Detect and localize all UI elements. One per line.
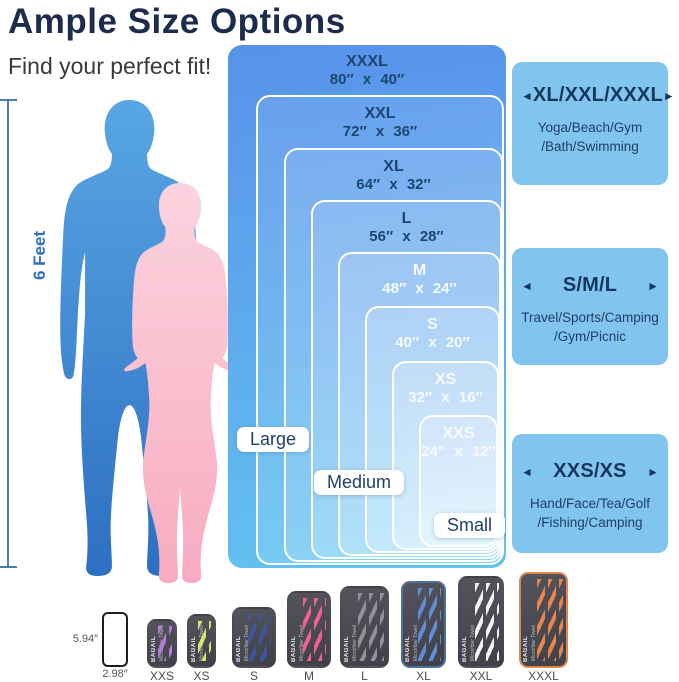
right-arrow-icon: ► — [662, 88, 675, 103]
towel-m: BAGAIL Microfiber Towel M — [287, 591, 331, 682]
page-subtitle: Find your perfect fit! — [8, 53, 212, 79]
towel-size-label: M — [304, 669, 314, 682]
card-line: /Fishing/Camping — [537, 515, 643, 530]
card-line: /Gym/Picnic — [553, 329, 626, 344]
towel-product-text: Microfiber Towel — [352, 624, 358, 661]
towel-stripes — [303, 598, 326, 661]
use-case-card-xxs-xs: ◄ XXS/XS ► Hand/Face/Tea/Golf /Fishing/C… — [512, 434, 668, 553]
towel-brand-text: BAGAIL — [523, 636, 529, 662]
size-label: XL — [383, 158, 404, 175]
card-description: Travel/Sports/Camping /Gym/Picnic — [521, 308, 659, 346]
card-title-row: ◄ S/M/L ► — [512, 274, 668, 297]
towel-size-label: S — [249, 669, 258, 682]
group-tag-small: Small — [434, 513, 506, 538]
towel-brand-text: BAGAIL — [291, 636, 297, 662]
towel-size-label: XXL — [469, 669, 493, 682]
towel-xxxl: BAGAIL Microfiber Towel XXXL — [519, 572, 568, 682]
page-title: Ample Size Options — [8, 2, 346, 41]
measure-line-bottom-cap — [0, 566, 17, 568]
towel-stripes — [537, 579, 563, 661]
size-label: XXXL — [346, 53, 388, 70]
towel-size-label: XS — [193, 669, 210, 682]
card-description: Hand/Face/Tea/Golf /Fishing/Camping — [530, 494, 650, 532]
towel-brand-text: BAGAIL — [344, 636, 350, 662]
size-label: M — [412, 262, 427, 279]
towel-brand-text: BAGAIL — [405, 636, 411, 662]
size-dims: 48″ x 24″ — [382, 280, 457, 297]
phone-width-label: 2.98″ — [102, 668, 128, 680]
group-tag-large: Large — [237, 427, 310, 452]
card-title-row: ◄ XL/XXL/XXXL ► — [512, 84, 675, 107]
card-line: Travel/Sports/Camping — [521, 310, 659, 325]
towel-size-label: XL — [416, 669, 431, 682]
towel-body: BAGAIL Microfiber Towel — [287, 591, 331, 668]
towel-stripes — [358, 593, 384, 661]
left-arrow-icon: ◄ — [521, 88, 533, 103]
towel-xxl: BAGAIL Microfiber Towel XXL — [458, 576, 504, 682]
size-dims: 80″ x 40″ — [329, 71, 405, 88]
size-dims: 40″ x 20″ — [395, 334, 470, 351]
towel-s: BAGAIL Microfiber Towel S — [232, 607, 276, 682]
use-case-card-xl-xxl-xxxl: ◄ XL/XXL/XXXL ► Yoga/Beach/Gym /Bath/Swi… — [512, 62, 675, 185]
towel-l: BAGAIL Microfiber Towel L — [340, 586, 389, 682]
woman-silhouette — [124, 183, 236, 583]
towel-size-label: XXXL — [528, 669, 559, 682]
left-arrow-icon: ◄ — [521, 464, 533, 479]
card-title-text: S/M/L — [562, 274, 618, 296]
size-dims: 56″ x 28″ — [369, 228, 444, 245]
use-case-card-s-m-l: ◄ S/M/L ► Travel/Sports/Camping /Gym/Pic… — [512, 248, 668, 365]
towel-brand-text: BAGAIL — [151, 636, 157, 662]
size-dims: 64″ x 32″ — [356, 176, 431, 193]
towel-body: BAGAIL Microfiber Towel — [147, 619, 177, 668]
height-measure-line — [7, 100, 9, 568]
towel-body: BAGAIL Microfiber Towel — [340, 586, 389, 668]
size-dims: 72″ x 36″ — [342, 123, 418, 140]
towel-product-text: Microfiber Towel — [531, 624, 537, 661]
card-title-row: ◄ XXS/XS ► — [512, 460, 668, 483]
towel-stripes — [248, 614, 271, 661]
card-description: Yoga/Beach/Gym /Bath/Swimming — [538, 118, 643, 156]
phone-outline — [102, 612, 128, 667]
card-line: Hand/Face/Tea/Golf — [529, 496, 651, 511]
size-label: XS — [434, 371, 457, 388]
six-feet-label: 6 Feet — [30, 230, 49, 280]
group-tag-medium: Medium — [314, 470, 405, 495]
towel-brand-text: BAGAIL — [462, 636, 468, 662]
towel-stripes — [198, 621, 211, 661]
measure-line-top-cap — [0, 99, 17, 101]
card-title-text: XL/XXL/XXXL — [532, 84, 663, 106]
card-line: /Bath/Swimming — [541, 139, 639, 154]
towel-xs: BAGAIL Microfiber Towel XS — [187, 614, 216, 682]
card-line: Yoga/Beach/Gym — [537, 120, 643, 135]
right-arrow-icon: ► — [647, 464, 659, 479]
size-label: XXS — [442, 425, 475, 442]
size-label: XXL — [364, 105, 396, 122]
towel-body: BAGAIL Microfiber Towel — [458, 576, 504, 668]
size-dims: 32″ x 16″ — [408, 389, 483, 406]
towel-size-label: L — [361, 669, 368, 682]
towel-body: BAGAIL Microfiber Towel — [232, 607, 276, 668]
towel-stripes — [475, 583, 499, 661]
towel-stripes — [417, 588, 441, 661]
towel-body: BAGAIL Microfiber Towel — [187, 614, 216, 668]
towel-xl: BAGAIL Microfiber Towel XL — [401, 581, 446, 682]
right-arrow-icon: ► — [647, 278, 659, 293]
towel-body: BAGAIL Microfiber Towel — [401, 581, 446, 668]
towel-body: BAGAIL Microfiber Towel — [519, 572, 568, 668]
towel-stripes — [158, 626, 172, 661]
towel-size-label: XXS — [149, 669, 174, 682]
size-label: S — [427, 316, 438, 333]
towel-brand-text: BAGAIL — [236, 636, 242, 662]
size-label: L — [401, 210, 412, 227]
size-dims: 24″ x 12″ — [421, 443, 496, 460]
towel-brand-text: BAGAIL — [191, 636, 197, 662]
card-title-text: XXS/XS — [553, 460, 627, 482]
left-arrow-icon: ◄ — [521, 278, 533, 293]
towel-xxs: BAGAIL Microfiber Towel XXS — [147, 619, 177, 682]
phone-height-label: 5.94″ — [72, 633, 98, 645]
